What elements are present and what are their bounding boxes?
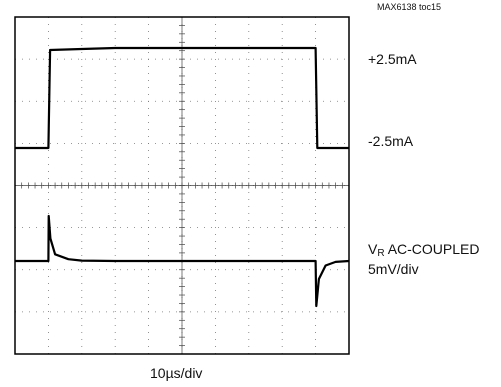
x-axis-label: 10µs/div	[150, 365, 203, 381]
lower-trace-label: VR AC-COUPLED	[368, 241, 480, 259]
lower-trace-label-sub: R	[377, 248, 385, 259]
plot-frame	[14, 16, 350, 355]
upper-trace-high-label: +2.5mA	[368, 51, 417, 67]
chart-traces	[15, 46, 350, 308]
chart-grid	[15, 17, 349, 354]
lower-trace-label-rest: AC-COUPLED	[384, 241, 480, 257]
figure-tag: MAX6138 toc15	[377, 2, 442, 12]
lower-trace-label-v: V	[368, 241, 378, 257]
upper-trace-low-label: -2.5mA	[368, 133, 414, 149]
series-line-current-step	[15, 46, 349, 150]
lower-trace-scale-label: 5mV/div	[368, 261, 419, 277]
series-line-vr-response	[15, 214, 350, 308]
